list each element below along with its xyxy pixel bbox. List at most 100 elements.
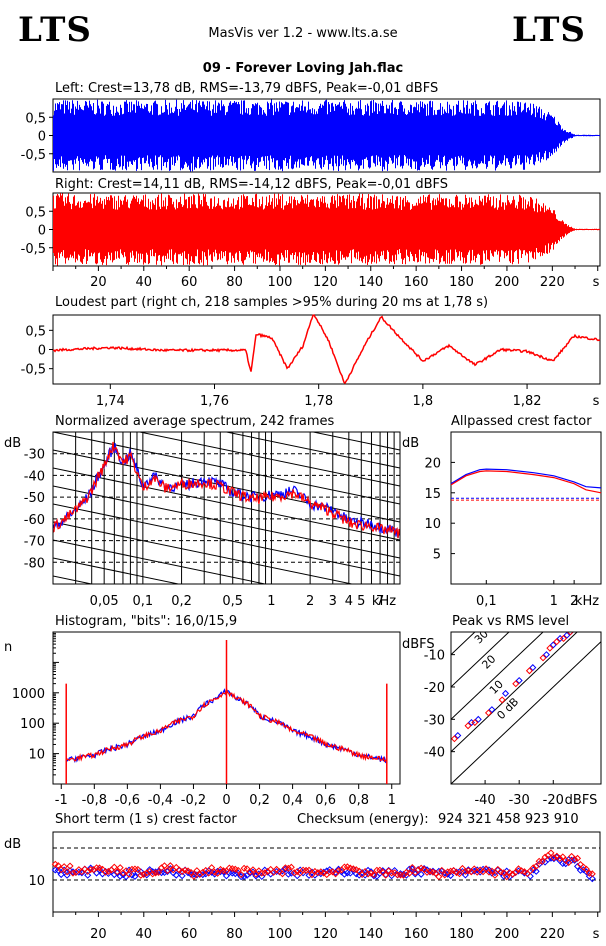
crest-point-0 <box>417 870 425 878</box>
crest-point-1 <box>382 871 390 879</box>
crest-xtick-label: 220 <box>540 927 565 942</box>
spectrum-ytick-label: -70 <box>24 535 45 550</box>
left-channel-title: Left: Crest=13,78 dB, RMS=-13,79 dBFS, P… <box>55 81 439 96</box>
crest-point-1 <box>453 869 461 877</box>
crest-point-1 <box>205 869 213 877</box>
allpassed-title: Allpassed crest factor <box>451 414 592 429</box>
peak-rms-point-1 <box>546 644 554 652</box>
crest-point-1 <box>314 869 322 877</box>
histogram-ytick-label: 1000 <box>12 687 45 702</box>
peak-rms-xtick-label: -20 <box>543 793 564 808</box>
crest-point-1 <box>234 866 242 874</box>
peak-rms-diagonal <box>451 632 544 721</box>
crest-point-1 <box>352 866 360 874</box>
crest-point-1 <box>509 870 517 878</box>
loudest-xtick-label: 1,8 <box>413 394 434 409</box>
peak-rms-point-0 <box>502 689 510 697</box>
crest-point-1 <box>503 873 511 881</box>
spectrum-ytick-label: -80 <box>24 556 45 571</box>
loudest-xtick-label: 1,74 <box>96 394 125 409</box>
histogram-xtick-label: -0,4 <box>148 793 173 808</box>
crest-point-1 <box>432 869 440 877</box>
crest-point-0 <box>131 872 139 880</box>
spectrum-frame <box>52 431 401 585</box>
crest-point-0 <box>346 869 354 877</box>
peak-rms-xtick-label: -40 <box>474 793 495 808</box>
spectrum-slope-line <box>53 485 400 559</box>
peak-rms-diagonal <box>451 632 476 656</box>
crest-point-0 <box>172 871 180 879</box>
peak-rms-point-0 <box>542 651 550 659</box>
crest-point-1 <box>249 866 257 874</box>
crest-point-1 <box>320 869 328 877</box>
histogram-ytick-label: 10 <box>28 748 45 763</box>
crest-point-1 <box>95 864 104 872</box>
peak-rms-point-1 <box>553 638 561 646</box>
time-axis-label: 200 <box>495 275 520 290</box>
crest-point-1 <box>556 854 564 862</box>
crest-point-1 <box>166 862 174 870</box>
histogram-xtick-label: 0 <box>222 793 230 808</box>
crest-point-1 <box>278 870 287 878</box>
crest-xtick-label: 120 <box>313 927 338 942</box>
peak-rms-point-1 <box>451 735 458 743</box>
crest-point-1 <box>84 867 92 875</box>
allpassed-ylabel: dB <box>402 436 419 451</box>
crest-point-1 <box>423 868 431 876</box>
crest-point-1 <box>514 865 523 873</box>
crest-point-0 <box>113 869 121 877</box>
time-axis-label: 120 <box>313 275 338 290</box>
crest-point-1 <box>155 868 163 877</box>
histogram-xtick-label: 0,2 <box>249 793 270 808</box>
peak-rms-diagonal <box>451 632 510 688</box>
allpassed-xtick-label: 0,1 <box>476 594 497 609</box>
crest-point-0 <box>340 870 348 878</box>
peak-rms-point-0 <box>474 715 482 723</box>
crest-point-1 <box>343 863 351 871</box>
allpassed-frame <box>450 431 602 585</box>
crest-xtick-label: 20 <box>90 927 107 942</box>
crest-point-1 <box>160 862 168 870</box>
crest-point-1 <box>429 868 437 876</box>
peak-rms-point-1 <box>559 634 568 643</box>
peak-rms-point-1 <box>498 696 506 704</box>
histogram-xtick-label: 0,4 <box>282 793 303 808</box>
peak-rms-ytick-label: -20 <box>424 681 445 696</box>
crest-point-0 <box>411 870 419 878</box>
loudest-ytick-label: 0 <box>38 344 46 359</box>
crest-point-1 <box>582 865 590 873</box>
time-axis-label: 160 <box>404 275 429 290</box>
spectrum-xtick-label: 0,5 <box>222 594 243 609</box>
loudest-ytick-label: -0,5 <box>21 363 46 378</box>
spectrum-slope-line <box>53 503 400 577</box>
peak-rms-point-1 <box>525 667 533 675</box>
crest-point-1 <box>237 871 245 879</box>
crest-point-0 <box>104 869 112 878</box>
crest-point-1 <box>408 863 416 872</box>
spectrum-slope-line <box>224 432 400 469</box>
peak-rms-point-1 <box>484 709 493 717</box>
crest-point-1 <box>532 862 540 870</box>
right-channel-title: Right: Crest=14,11 dB, RMS=-14,12 dBFS, … <box>55 177 448 192</box>
file-title: 09 - Forever Loving Jah.flac <box>202 61 404 76</box>
spectrum-slope-line <box>53 521 355 584</box>
crest-point-1 <box>367 869 375 877</box>
time-axis-label: s <box>593 275 600 290</box>
allpassed-xtick-label: kHz <box>575 594 599 609</box>
crest-point-1 <box>305 866 313 874</box>
crest-point-1 <box>370 871 378 879</box>
time-axis-label: 60 <box>181 275 198 290</box>
spectrum-slope-line <box>53 432 400 505</box>
crest-point-0 <box>160 868 168 877</box>
crest-point-1 <box>376 866 384 874</box>
app-title: MasVis ver 1.2 - www.lts.a.se <box>208 26 398 41</box>
crest-point-0 <box>281 865 289 873</box>
crest-point-1 <box>512 868 520 876</box>
peak-rms-diagonal-label: 20 <box>479 653 498 672</box>
crest-point-1 <box>550 854 558 862</box>
crest-frame <box>52 831 601 913</box>
loudest-xtick-label: s <box>593 394 600 409</box>
crest-point-1 <box>402 868 410 876</box>
crest-point-1 <box>476 866 484 874</box>
crest-ylabel: dB <box>4 837 21 852</box>
